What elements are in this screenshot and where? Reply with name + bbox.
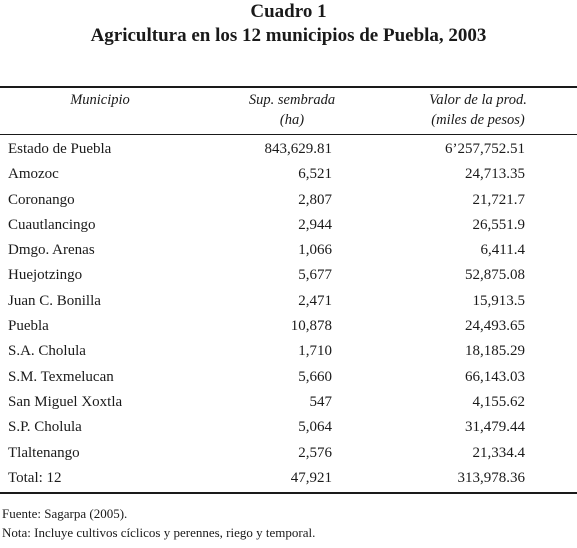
- cell-sup-sembrada: 2,471: [298, 292, 332, 309]
- table-row: Tlaltenango 2,576 21,334.4: [0, 442, 577, 467]
- cell-valor-prod: 6,411.4: [480, 242, 525, 259]
- table-row: Puebla 10,878 24,493.65: [0, 315, 577, 340]
- table-title: Agricultura en los 12 municipios de Pueb…: [90, 25, 487, 46]
- cell-municipio: S.A. Cholula: [8, 343, 86, 360]
- table-row: S.A. Cholula 1,710 18,185.29: [0, 340, 577, 365]
- cell-valor-prod: 66,143.03: [465, 368, 525, 385]
- cell-sup-sembrada: 5,660: [298, 368, 332, 385]
- cell-valor-prod: 24,493.65: [465, 318, 525, 335]
- cell-municipio: S.M. Texmelucan: [8, 368, 114, 385]
- cell-valor-prod: 15,913.5: [472, 292, 526, 309]
- cell-valor-prod: 31,479.44: [465, 419, 525, 436]
- header-rule: [0, 134, 577, 135]
- table-row: Coronango 2,807 21,721.7: [0, 189, 577, 214]
- cell-sup-sembrada: 5,064: [298, 419, 332, 436]
- top-rule: [0, 86, 577, 88]
- cell-sup-sembrada: 10,878: [290, 318, 332, 335]
- cell-valor-prod: 313,978.36: [457, 469, 526, 486]
- table-row: S.P. Cholula 5,064 31,479.44: [0, 416, 577, 441]
- cell-valor-prod: 52,875.08: [465, 267, 525, 284]
- cell-municipio: Total: 12: [8, 469, 62, 486]
- cell-valor-prod: 18,185.29: [465, 343, 525, 360]
- cell-sup-sembrada: 2,944: [298, 216, 332, 233]
- table-row: Estado de Puebla 843,629.81 6’257,752.51: [0, 138, 577, 163]
- table-row: San Miguel Xoxtla 547 4,155.62: [0, 391, 577, 416]
- cell-sup-sembrada: 547: [309, 393, 333, 410]
- cell-municipio: Estado de Puebla: [8, 141, 112, 157]
- column-header-sup-unit: (ha): [279, 112, 305, 128]
- cell-municipio: Amozoc: [8, 166, 59, 183]
- cell-sup-sembrada: 5,677: [298, 267, 332, 284]
- table-row: Dmgo. Arenas 1,066 6,411.4: [0, 239, 577, 264]
- table-body: Estado de Puebla 843,629.81 6’257,752.51…: [0, 138, 577, 492]
- table-row: Juan C. Bonilla 2,471 15,913.5: [0, 290, 577, 315]
- cell-municipio: Tlaltenango: [8, 444, 80, 461]
- cell-municipio: Dmgo. Arenas: [8, 242, 95, 259]
- footnote: Nota: Incluye cultivos cíclicos y perenn…: [2, 525, 316, 540]
- cell-sup-sembrada: 6,521: [298, 166, 332, 183]
- cell-municipio: Puebla: [8, 318, 49, 335]
- cell-municipio: Coronango: [8, 191, 75, 208]
- column-header-valor-unit: (miles de pesos): [431, 112, 525, 128]
- table-row: Amozoc 6,521 24,713.35: [0, 163, 577, 188]
- column-header-valor-label: Valor de la prod.: [429, 92, 527, 108]
- cell-valor-prod: 24,713.35: [465, 166, 525, 183]
- bottom-rule: [0, 492, 577, 494]
- source-note: Fuente: Sagarpa (2005).: [2, 506, 128, 521]
- cell-sup-sembrada: 2,807: [298, 191, 332, 208]
- table-title-number: Cuadro 1: [250, 1, 327, 22]
- cell-sup-sembrada: 1,710: [298, 343, 332, 360]
- column-header-valor-prod: Valor de la prod. (miles de pesos): [398, 90, 558, 130]
- cell-sup-sembrada: 2,576: [298, 444, 332, 461]
- column-header-municipio-label: Municipio: [70, 92, 130, 108]
- cell-municipio: Juan C. Bonilla: [8, 292, 101, 309]
- table-row-total: Total: 12 47,921 313,978.36: [0, 467, 577, 492]
- column-header-sup-label: Sup. sembrada: [248, 92, 336, 108]
- cell-sup-sembrada: 843,629.81: [264, 141, 333, 157]
- cell-municipio: Cuautlancingo: [8, 216, 96, 233]
- cell-municipio: S.P. Cholula: [8, 419, 82, 436]
- column-header-sup-sembrada: Sup. sembrada (ha): [222, 90, 362, 130]
- cell-valor-prod: 26,551.9: [472, 216, 526, 233]
- column-header-municipio: Municipio: [30, 90, 170, 110]
- cell-municipio: Huejotzingo: [8, 267, 83, 284]
- cell-valor-prod: 6’257,752.51: [445, 141, 525, 157]
- table-row: S.M. Texmelucan 5,660 66,143.03: [0, 366, 577, 391]
- cell-valor-prod: 21,334.4: [472, 444, 526, 461]
- table-row: Cuautlancingo 2,944 26,551.9: [0, 214, 577, 239]
- cell-municipio: San Miguel Xoxtla: [8, 393, 123, 410]
- cell-valor-prod: 4,155.62: [472, 393, 526, 410]
- cell-valor-prod: 21,721.7: [472, 191, 526, 208]
- cell-sup-sembrada: 1,066: [298, 242, 332, 259]
- cell-sup-sembrada: 47,921: [290, 469, 332, 486]
- table-row: Huejotzingo 5,677 52,875.08: [0, 264, 577, 289]
